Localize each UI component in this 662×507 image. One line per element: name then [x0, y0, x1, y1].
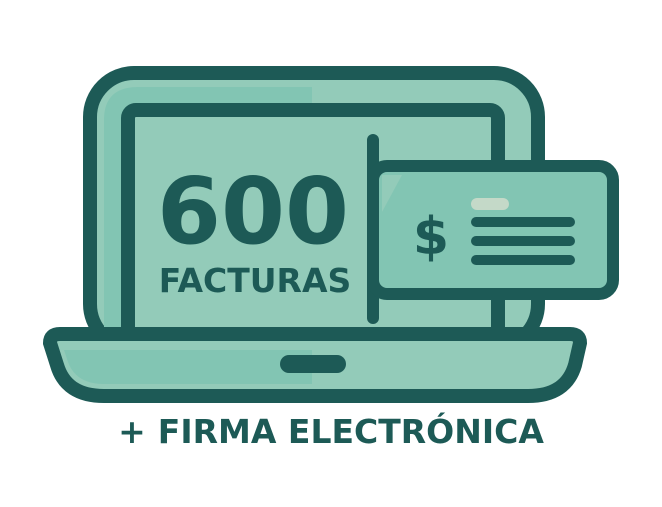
addon-caption: + FIRMA ELECTRÓNICA: [0, 412, 662, 451]
invoice-line: [471, 217, 575, 227]
quantity-number: 600: [157, 158, 349, 265]
dollar-sign: $: [413, 207, 449, 267]
invoice-line: [471, 236, 575, 246]
invoice-line: [471, 255, 575, 265]
trackpad-notch: [280, 355, 346, 373]
invoice-card-icon: [367, 134, 619, 324]
invoice-line-highlight: [471, 198, 509, 210]
plus-icon: +: [118, 412, 146, 451]
unit-label: FACTURAS: [159, 261, 352, 300]
addon-label: FIRMA ELECTRÓNICA: [157, 412, 544, 451]
